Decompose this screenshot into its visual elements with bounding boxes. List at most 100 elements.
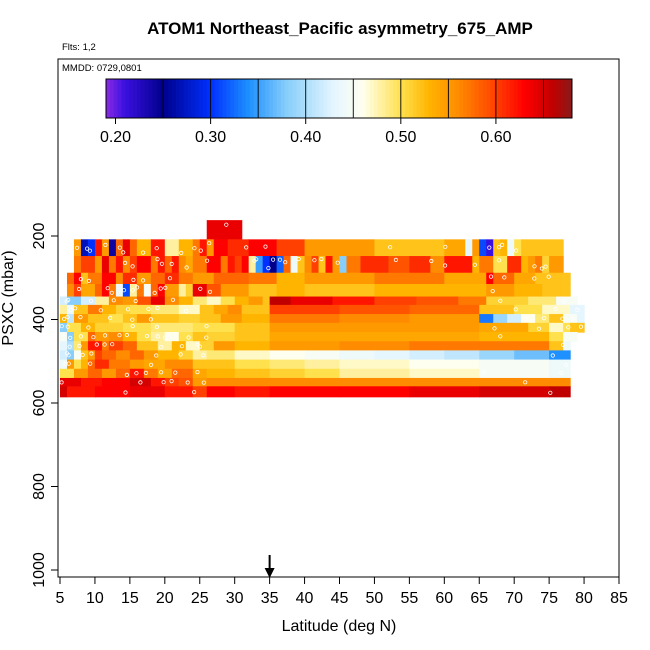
colorbar-swatch: [222, 79, 227, 118]
heatmap-cell: [479, 377, 550, 387]
sample-point: [186, 335, 191, 340]
sample-point: [270, 257, 276, 262]
heatmap-cell: [150, 256, 159, 274]
heatmap-cell: [60, 350, 68, 361]
sample-point: [546, 274, 551, 279]
heatmap-cell: [542, 284, 571, 298]
sample-point: [87, 248, 93, 253]
heatmap-cell: [206, 332, 236, 342]
heatmap-cell: [542, 304, 571, 315]
sample-point: [179, 344, 184, 349]
heatmap-cell: [479, 314, 494, 324]
sample-point: [89, 351, 94, 356]
colorbar-swatch: [564, 79, 569, 118]
heatmap-cell: [66, 284, 75, 298]
heatmap-cell: [164, 386, 194, 398]
heatmap-cell: [339, 350, 376, 361]
sample-point: [559, 370, 564, 375]
colorbar-swatch: [401, 79, 406, 118]
heatmap-cell: [136, 239, 152, 257]
sample-point: [578, 324, 584, 329]
heatmap-cell: [101, 284, 110, 298]
heatmap-cell: [164, 272, 180, 285]
sample-point: [123, 260, 128, 265]
sample-point: [204, 324, 209, 329]
heatmap-cell: [409, 377, 480, 387]
colorbar-swatch: [210, 79, 216, 118]
heatmap-cell: [269, 332, 341, 342]
sample-point: [124, 372, 130, 377]
heatmap-cell: [178, 332, 194, 342]
heatmap-cell: [311, 256, 320, 274]
sample-point: [502, 275, 507, 280]
colorbar-swatch: [148, 79, 154, 118]
x-tick-label: 40: [296, 590, 314, 607]
heatmap-cell: [563, 314, 578, 324]
heatmap-cell: [409, 332, 480, 342]
colorbar-swatch: [117, 79, 123, 118]
sample-point: [108, 315, 113, 320]
sample-point: [205, 258, 210, 263]
heatmap-cell: [73, 256, 82, 274]
heatmap-cell: [374, 272, 445, 285]
sample-point: [146, 306, 151, 312]
colorbar-swatch: [284, 79, 290, 118]
colorbar-swatch: [106, 79, 111, 118]
heatmap-cell: [507, 239, 515, 257]
sample-point: [492, 326, 497, 331]
sample-point: [65, 324, 70, 329]
heatmap-cell: [262, 256, 271, 274]
sample-point: [159, 370, 164, 375]
colorbar-swatch: [156, 79, 161, 118]
heatmap-cell: [60, 377, 82, 387]
heatmap-cell: [549, 377, 571, 387]
heatmap-cell: [178, 256, 187, 274]
heatmap-cell: [87, 368, 103, 379]
sample-point: [130, 323, 135, 329]
heatmap-cell: [60, 332, 68, 342]
heatmap-cell: [157, 284, 166, 298]
heatmap-cell: [129, 350, 145, 361]
colorbar-swatch: [408, 79, 414, 118]
heatmap-cell: [87, 239, 96, 257]
heatmap-cell: [444, 239, 466, 257]
colorbar-swatch: [509, 79, 515, 118]
sample-point: [570, 316, 575, 322]
heatmap-cell: [234, 350, 271, 361]
heatmap-cell: [269, 368, 306, 379]
heatmap-cell: [129, 239, 138, 257]
heatmap-cell: [206, 350, 236, 361]
sample-point: [103, 333, 108, 338]
heatmap-cell: [528, 322, 550, 333]
sample-point: [148, 317, 153, 322]
heatmap-cell: [80, 377, 103, 387]
heatmap-cell: [206, 256, 222, 274]
colorbar-swatch: [533, 79, 538, 118]
heatmap-cell: [80, 239, 89, 257]
sample-point: [59, 324, 64, 329]
sample-point: [170, 297, 176, 302]
sample-point: [490, 288, 495, 294]
heatmap-cell: [87, 314, 110, 324]
colorbar-swatch: [253, 79, 258, 118]
colorbar-swatch: [439, 79, 445, 118]
sample-point: [77, 343, 82, 349]
heatmap-cell: [122, 296, 138, 306]
colorbar-swatch: [385, 79, 390, 118]
x-tick-label: 60: [435, 590, 453, 607]
colorbar-swatch: [428, 79, 433, 118]
sample-point: [198, 286, 203, 291]
heatmap-cell: [150, 272, 166, 285]
sample-point: [80, 352, 85, 357]
sample-point: [159, 345, 164, 350]
heatmap-cell: [150, 322, 194, 333]
heatmap-cell: [143, 368, 159, 379]
heatmap-cell: [549, 359, 571, 370]
colorbar-swatch: [199, 79, 204, 118]
colorbar-swatch: [249, 79, 255, 118]
colorbar-swatch: [358, 79, 363, 118]
sample-point: [207, 289, 213, 294]
sample-point: [117, 333, 122, 338]
heatmap-cell: [192, 272, 215, 285]
sample-point: [135, 285, 140, 290]
